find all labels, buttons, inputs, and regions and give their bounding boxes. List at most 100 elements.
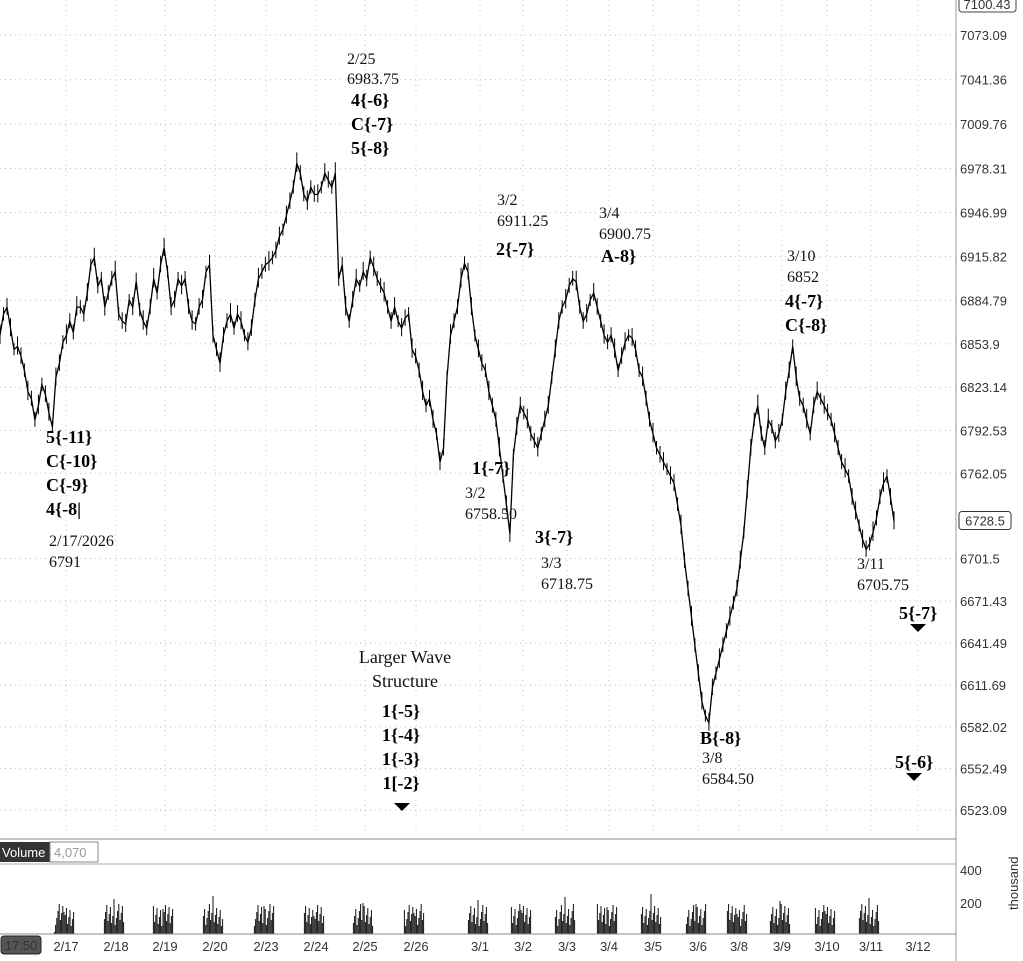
wave-annotation-text: 1{-3} [382,749,420,769]
top-price-badge [958,0,1017,13]
price-tick-label: 6552.49 [960,762,1007,777]
wave-annotation-text: 5{-6} [895,752,933,772]
wave-annotation-text: 4{-8| [46,499,81,519]
time-tick-label: 3/2 [514,939,532,954]
price-tick-label: 6582.02 [960,720,1007,735]
wave-annotation-text: 5{-11} [46,427,92,447]
price-tick-label: 6884.79 [960,293,1007,308]
wave-annotation-text: 2{-7} [496,239,534,259]
time-tick-label: 3/8 [730,939,748,954]
price-tick-label: 6523.09 [960,803,1007,818]
time-tick-label: 2/19 [152,939,177,954]
wave-annotation-text: 1{-4} [382,725,420,745]
time-tick-label: 3/6 [689,939,707,954]
wave-annotation-text: 4{-6} [351,90,389,110]
price-tick-label: 7073.09 [960,28,1007,43]
volume-tick-label: 400 [960,863,982,878]
time-tick-label: 2/26 [403,939,428,954]
time-tick-label: 3/10 [814,939,839,954]
last-price-badge-label: 6728.5 [965,514,1005,529]
target-down-triangle [910,624,926,632]
price-tick-label: 6978.31 [960,162,1007,177]
price-axis: 7073.09 7041.36 7009.76 6978.31 6946.99 6915.… [955,0,1017,961]
wave-annotation-text: 1[-2} [382,773,419,793]
wave-annotation-text: 3/10 [787,248,815,265]
price-tick-label: 6915.82 [960,250,1007,265]
wave-annotation-text: 6718.75 [541,576,593,593]
volume-tick-label: 200 [960,896,982,911]
wave-annotations: 5{-11} C{-10} C{-9} 4{-8| 2/17/2026 6791 2/25 6… [46,51,937,793]
wave-annotation-text: C{-9} [46,475,88,495]
wave-annotation-text: 6911.25 [497,213,548,230]
wave-annotation-text: 3/4 [599,205,619,222]
volume-value-box [49,841,99,863]
wave-annotation-text: C{-7} [351,114,393,134]
time-axis: 17:50 2/17 2/18 2/19 2/20 2/23 2/24 2/25 2/26 3/1… [0,933,956,955]
wave-annotation-text: 5{-8} [351,138,389,158]
time-tick-label: 3/11 [859,939,883,954]
wave-annotation-text: 4{-7} [785,291,823,311]
wave-annotation-text: 3/11 [857,556,885,573]
time-tick-label: 2/18 [103,939,128,954]
time-tick-label: 2/23 [253,939,278,954]
wave-annotation-text: 3{-7} [535,527,573,547]
volume-panel: Volume 4,070 400 200 thousand [0,838,1021,934]
wave-annotation-text: 1{-7} [472,458,510,478]
wave-annotation-text: 3/2 [465,485,485,502]
time-tick-label: 2/24 [303,939,328,954]
wave-annotation-text: 6852 [787,269,819,286]
price-series-range-bars [0,152,895,731]
time-badge [0,935,42,955]
price-tick-label: 6853.9 [960,337,1000,352]
top-price-badge-label: 7100.43 [964,0,1011,12]
target-down-triangle [906,773,922,781]
time-tick-label: 3/1 [471,939,489,954]
wave-annotation-text: C{-10} [46,451,97,471]
target-markers [394,624,926,811]
time-tick-label: 3/3 [558,939,576,954]
time-tick-label: 2/17 [53,939,78,954]
price-tick-label: 6701.5 [960,552,1000,567]
price-tick-label: 6762.05 [960,466,1007,481]
wave-annotation-text: 6758.50 [465,506,517,523]
wave-annotation-text: Structure [372,671,438,691]
wave-annotation-text: 3/8 [702,750,722,767]
wave-annotation-text: 3/3 [541,555,561,572]
wave-annotation-text: 6983.75 [347,71,399,88]
wave-annotation-text: Larger Wave [359,647,451,667]
last-price-badge [958,511,1012,531]
price-series-line [0,163,895,726]
time-badge-label: 17:50 [5,938,38,953]
time-tick-label: 3/12 [905,939,930,954]
target-down-triangle [394,803,410,811]
wave-annotation-text: 2/17/2026 [49,533,114,550]
price-tick-label: 6946.99 [960,206,1007,221]
wave-annotation-text: 3/2 [497,192,517,209]
price-tick-label: 6823.14 [960,380,1007,395]
wave-annotation-text: B{-8} [700,728,741,748]
volume-label: Volume [2,845,45,860]
wave-annotation-text: 6705.75 [857,577,909,594]
wave-annotation-text: A-8} [601,246,636,266]
wave-annotation-text: 6791 [49,554,81,571]
price-tick-label: 6671.43 [960,594,1007,609]
wave-annotation-text: 6584.50 [702,771,754,788]
volume-value: 4,070 [54,845,87,860]
wave-annotation-text: 5{-7} [899,603,937,623]
price-tick-label: 7041.36 [960,73,1007,88]
time-tick-label: 3/4 [600,939,618,954]
time-tick-label: 3/9 [773,939,791,954]
price-tick-label: 6641.49 [960,636,1007,651]
wave-annotation-text: 6900.75 [599,226,651,243]
wave-annotation-text: C{-8} [785,315,827,335]
wave-annotation-text: 2/25 [347,51,375,68]
price-series [0,152,895,731]
time-tick-label: 3/5 [644,939,662,954]
volume-bars [53,894,880,934]
price-tick-label: 7009.76 [960,117,1007,132]
time-tick-label: 2/20 [202,939,227,954]
time-tick-label: 2/25 [352,939,377,954]
volume-label-bg [0,842,50,862]
price-tick-label: 6792.53 [960,423,1007,438]
